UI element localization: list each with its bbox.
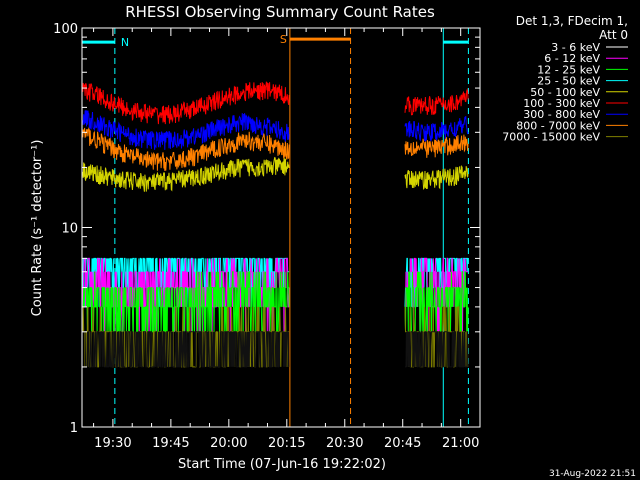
x-tick-label: 21:00 <box>442 436 479 451</box>
y-tick-label: 100 <box>53 22 78 37</box>
series-line <box>82 110 290 150</box>
series-line <box>82 257 290 308</box>
chart-title: RHESSI Observing Summary Count Rates <box>125 3 435 21</box>
y-tick-label: 10 <box>61 222 78 237</box>
x-axis-label: Start Time (07-Jun-16 19:22:02) <box>178 457 386 472</box>
x-tick-label: 20:00 <box>210 436 247 451</box>
legend-entry-label: 3 - 6 keV <box>551 41 600 54</box>
series-line <box>82 126 290 171</box>
x-tick-label: 19:45 <box>152 436 189 451</box>
legend-title-line-2: Att 0 <box>599 28 628 42</box>
legend-entry-label: 800 - 7000 keV <box>516 119 600 132</box>
series-100-300-kev <box>82 81 469 125</box>
legend-entry-label: 7000 - 15000 keV <box>502 131 600 144</box>
legend-title-line-1: Det 1,3, FDecim 1, <box>516 14 628 28</box>
series-3-6-kev <box>82 331 469 368</box>
annotation-label: N <box>121 36 129 49</box>
footer-date: 31-Aug-2022 21:51 <box>549 469 636 479</box>
series-line <box>82 331 290 368</box>
x-tick-label: 20:45 <box>384 436 421 451</box>
y-axis-label: Count Rate (s⁻¹ detector⁻¹) <box>30 140 45 317</box>
series-800-7000-kev <box>82 126 469 171</box>
legend-entry-label: 50 - 100 keV <box>530 86 600 99</box>
series-line <box>404 116 469 142</box>
legend-entry-label: 300 - 800 keV <box>523 108 600 121</box>
y-tick-label: 1 <box>70 421 78 436</box>
x-tick-label: 19:30 <box>94 436 131 451</box>
series-300-800-kev <box>82 110 469 150</box>
y-axis-ticks: 1 10 100 <box>53 22 480 436</box>
series-line <box>404 165 469 190</box>
legend-entry-label: 6 - 12 keV <box>544 52 600 65</box>
series-line <box>82 81 290 125</box>
legend-entry-label: 25 - 50 keV <box>537 75 600 88</box>
series-line <box>404 134 469 158</box>
series-line <box>82 156 290 192</box>
series-50-100-kev <box>82 156 469 192</box>
x-axis-ticks: 19:30 19:45 20:00 20:15 20:30 20:45 21:00 <box>93 28 481 451</box>
annotation-label: S <box>280 33 287 46</box>
series-12-25-kev <box>82 271 469 333</box>
x-tick-label: 20:30 <box>326 436 363 451</box>
series-line <box>82 271 290 333</box>
legend-entry-label: 100 - 300 keV <box>523 97 600 110</box>
series-line <box>404 87 469 116</box>
series-line <box>405 331 469 368</box>
legend-entry-label: 12 - 25 keV <box>537 63 600 76</box>
series-line <box>404 271 469 333</box>
x-tick-label: 20:15 <box>268 436 305 451</box>
